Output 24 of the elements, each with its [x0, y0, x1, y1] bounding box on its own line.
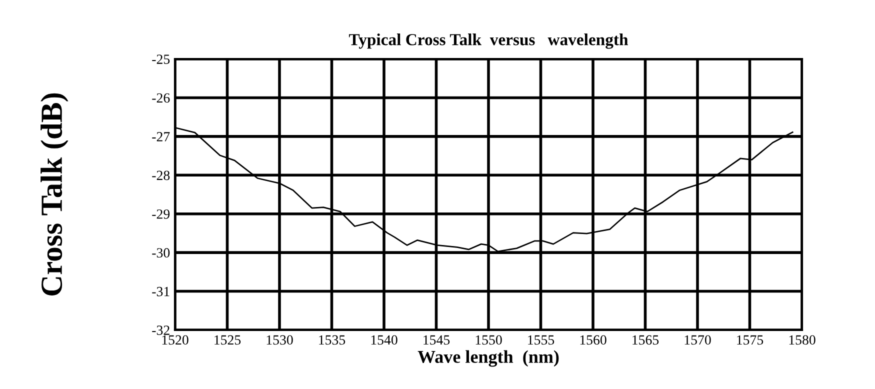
- y-tick-label: -31: [152, 286, 170, 296]
- x-tick-label: 1540: [371, 335, 398, 345]
- x-tick-label: 1555: [528, 335, 554, 345]
- x-tick-label: 1575: [737, 335, 764, 345]
- y-tick-label: -27: [152, 132, 170, 142]
- y-tick-label: -32: [152, 326, 170, 335]
- x-axis-title: Wave length (nm): [418, 350, 559, 367]
- x-tick-label: 1560: [580, 335, 606, 345]
- y-tick-label: -28: [152, 170, 170, 180]
- x-tick-label: 1545: [424, 335, 450, 345]
- x-tick-label: 1530: [266, 335, 293, 345]
- x-tick-label: 1525: [214, 335, 241, 345]
- chart-title: Typical Cross Talk versus wavelength: [348, 34, 628, 49]
- x-tick-label: 1550: [476, 335, 502, 345]
- y-tick-label: -29: [152, 209, 170, 219]
- x-tick-label: 1570: [684, 335, 711, 345]
- x-tick-label: 1535: [319, 335, 346, 345]
- y-tick-label: -26: [152, 93, 170, 103]
- x-tick-label: 1580: [789, 335, 816, 345]
- y-tick-label: -30: [152, 248, 170, 258]
- y-tick-label: -25: [152, 54, 170, 64]
- y-axis-title: Cross Talk (dB): [40, 93, 68, 296]
- x-tick-label: 1520: [162, 335, 188, 345]
- x-tick-label: 1565: [632, 335, 659, 345]
